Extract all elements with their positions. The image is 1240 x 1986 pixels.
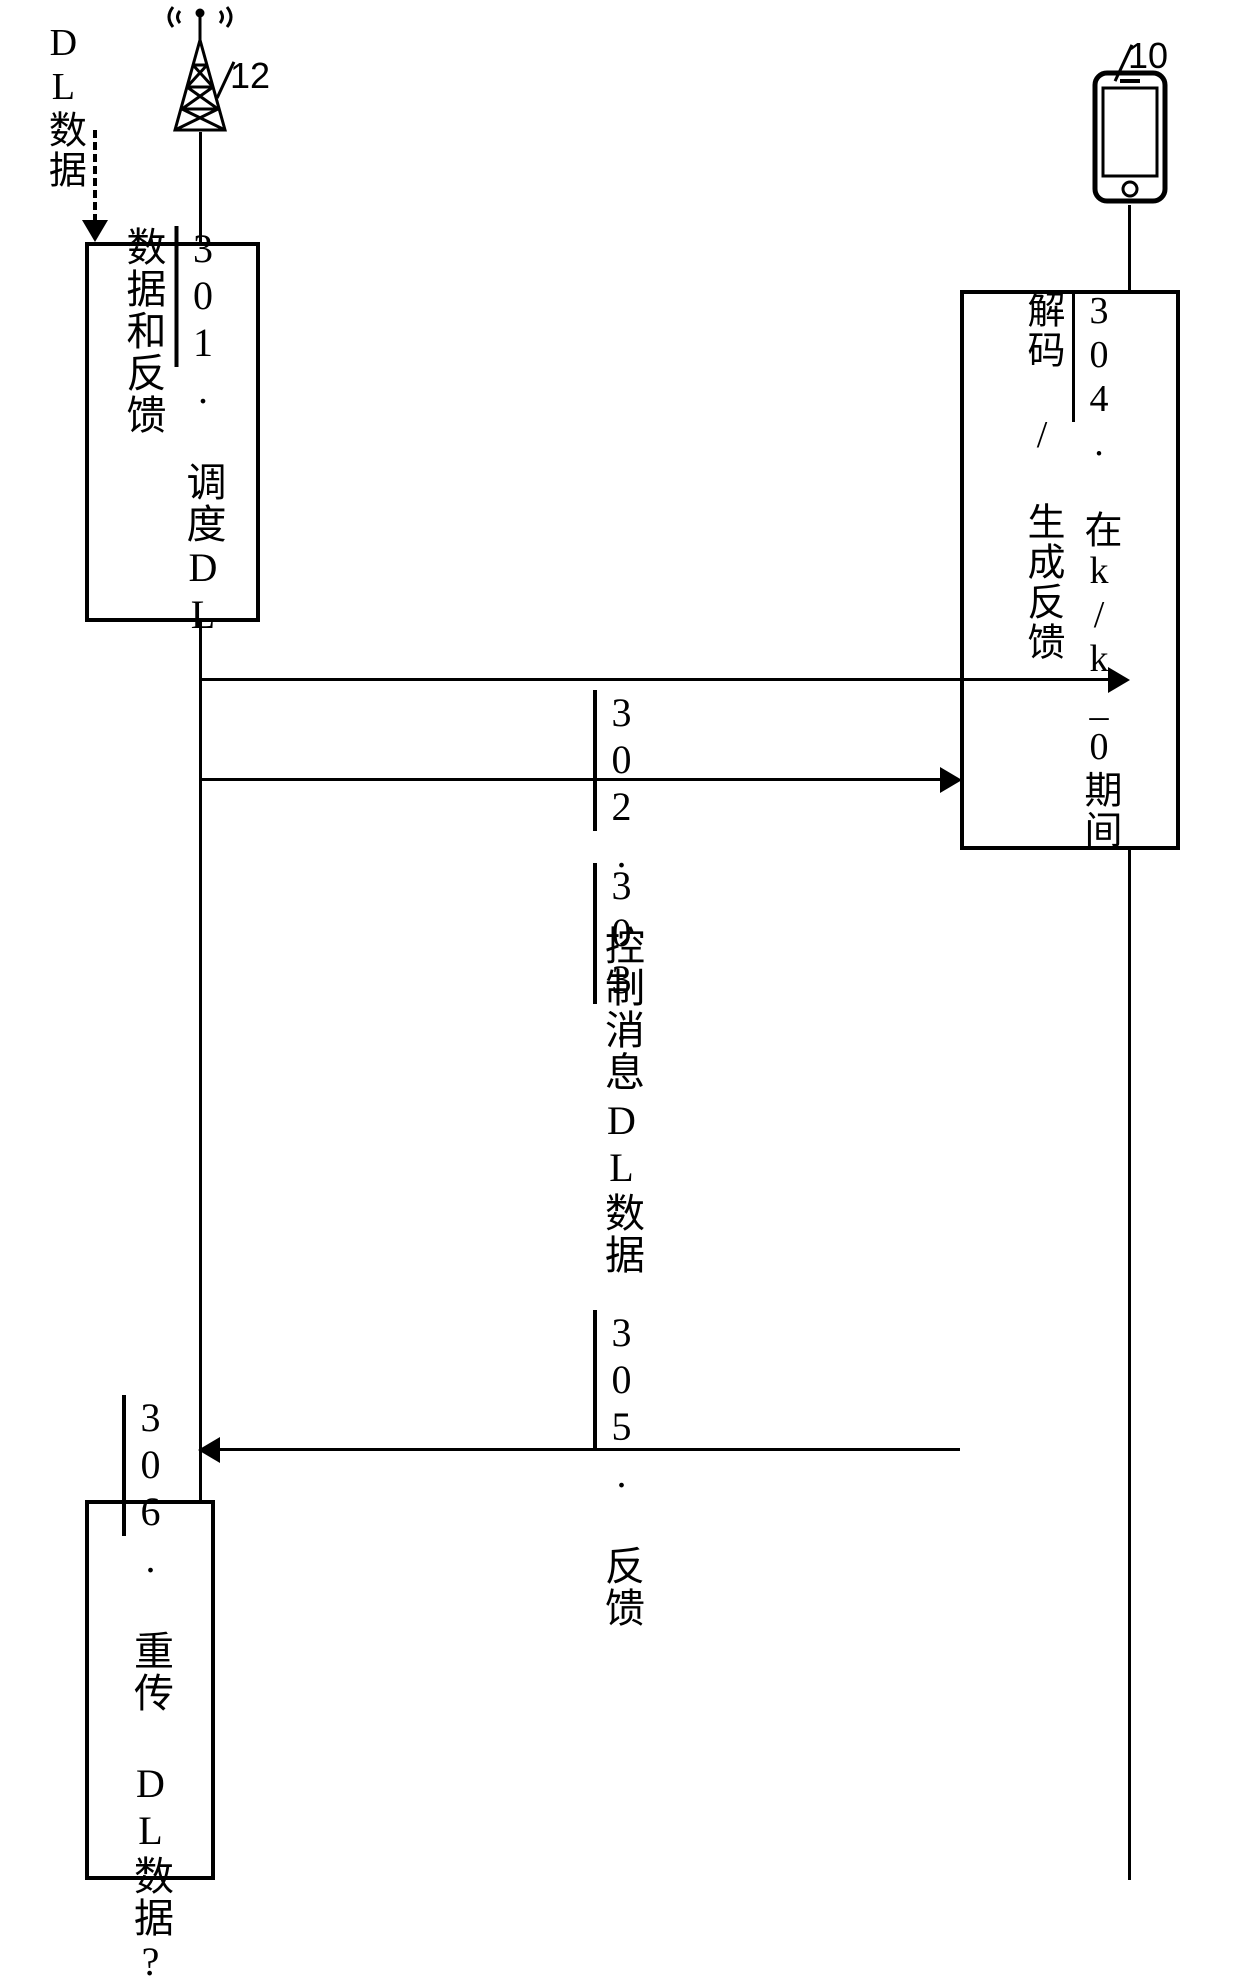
box-301-text: 301. 调度DL 数据和反馈: [113, 226, 233, 639]
arrow-303: [200, 778, 944, 781]
phone-icon: [1085, 68, 1175, 208]
box-304-text: 304. 在k/k_0期间 解码 / 生成反馈: [1013, 290, 1127, 850]
arrow-305: [218, 1448, 960, 1451]
box-306-text: 306. 重传 DL数据?: [120, 1395, 180, 1986]
label-305: 305. 反馈: [595, 1310, 647, 1629]
dl-data-arrow: [93, 130, 97, 222]
tower-ref: 12: [230, 55, 270, 97]
phone-ref: 10: [1128, 35, 1168, 77]
box-306: 306. 重传 DL数据?: [85, 1500, 215, 1880]
label-303: 303. DL数据: [595, 863, 647, 1276]
box-304: 304. 在k/k_0期间 解码 / 生成反馈: [960, 290, 1180, 850]
box-301: 301. 调度DL 数据和反馈: [85, 242, 260, 622]
arrow-302: [200, 678, 1112, 681]
dl-data-label: DL数据: [38, 22, 87, 190]
